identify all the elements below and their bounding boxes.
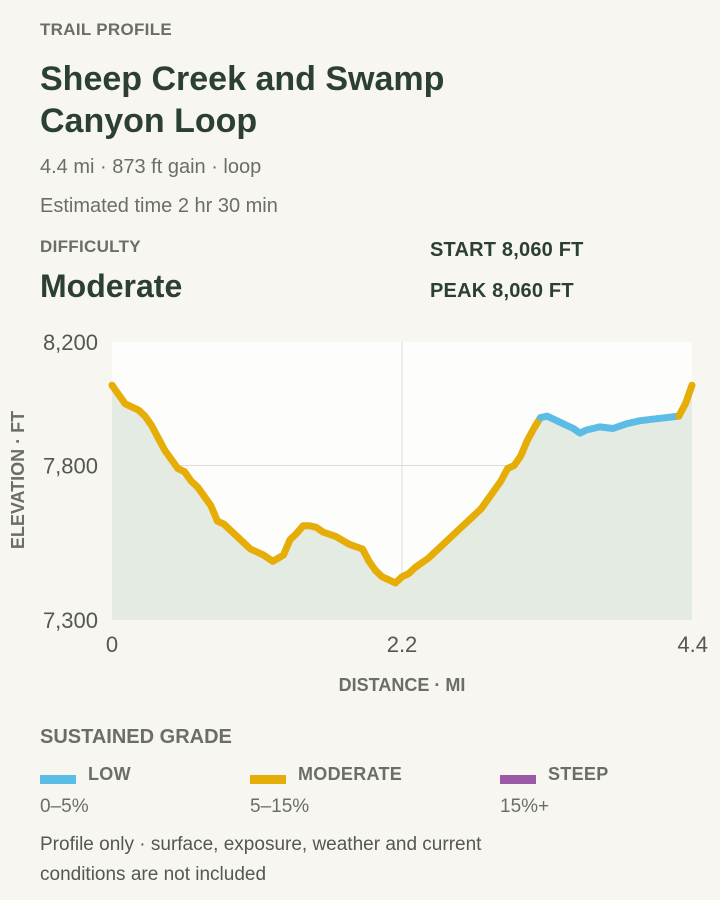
legend-range-moderate: 5–15% [250, 796, 310, 817]
profile-segment-moderate [675, 381, 696, 420]
profile-segment-moderate [108, 381, 544, 587]
legend-swatch-low [40, 775, 76, 784]
trail-summary: 4.4 mi · 873 ft gain · loop [40, 156, 262, 178]
axis-tick-labels: 8,200 7,800 7,300 0 2.2 4.4 [43, 330, 708, 657]
elevation-area-fill [112, 385, 692, 620]
y-tick-label: 7,300 [43, 608, 98, 633]
elevation-line-segments [108, 381, 696, 587]
legend-label-low: LOW [88, 764, 131, 784]
estimated-time: Estimated time 2 hr 30 min [40, 195, 278, 217]
difficulty-label: DIFFICULTY [40, 237, 141, 256]
legend-title: SUSTAINED GRADE [40, 726, 232, 748]
peak-elevation: PEAK 8,060 FT [430, 280, 574, 302]
difficulty-value: Moderate [40, 268, 183, 304]
legend-range-steep: 15%+ [500, 796, 550, 817]
section-eyebrow: TRAIL PROFILE [40, 20, 173, 39]
disclaimer-note: Profile only · surface, exposure, weathe… [40, 834, 482, 885]
x-tick-label: 4.4 [677, 632, 708, 657]
x-tick-label: 0 [106, 632, 118, 657]
y-tick-label: 7,800 [43, 454, 98, 479]
y-tick-label: 8,200 [43, 330, 98, 355]
elevation-profile-chart: 8,200 7,800 7,300 0 2.2 4.4 DISTANCE · MI ELE… [8, 330, 708, 695]
legend-label-moderate: MODERATE [298, 764, 403, 784]
legend-swatch-moderate [250, 775, 286, 784]
trail-title: Sheep Creek and Swamp Canyon Loop [40, 60, 445, 140]
legend-swatch-steep [500, 775, 536, 784]
profile-segment-low [536, 412, 683, 437]
start-elevation: START 8,060 FT [430, 239, 584, 261]
y-axis-label: ELEVATION · FT [8, 411, 28, 549]
legend-label-steep: STEEP [548, 764, 609, 784]
x-axis-label: DISTANCE · MI [339, 675, 466, 695]
x-tick-label: 2.2 [387, 632, 418, 657]
legend-range-low: 0–5% [40, 796, 89, 817]
